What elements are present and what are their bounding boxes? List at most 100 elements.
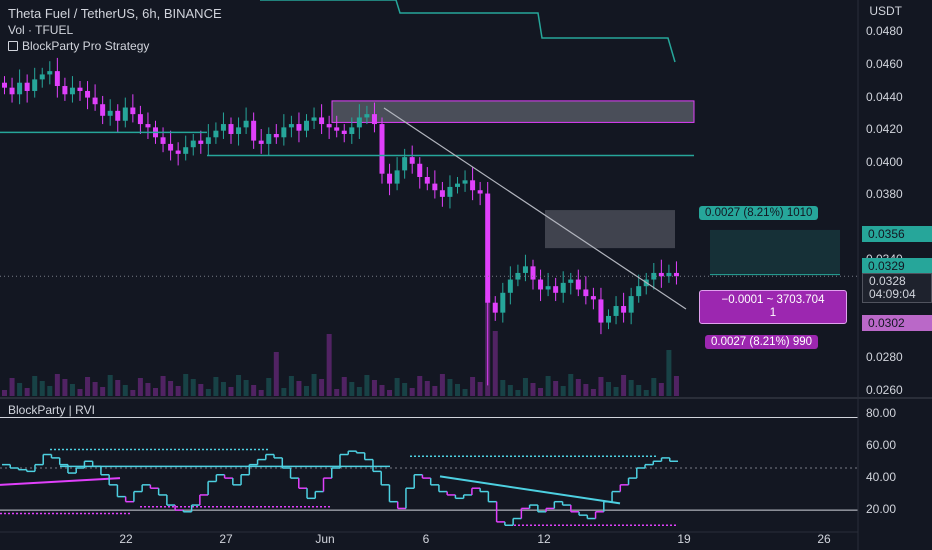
volume-bar [228,387,234,396]
candle-body [220,124,226,131]
date-tick-label: 26 [817,532,831,546]
volume-bar [606,382,611,396]
volume-bar [115,380,121,396]
volume-bar [32,376,38,396]
date-tick-label: 22 [119,532,133,546]
candle-body [100,104,106,116]
volume-bar [598,377,604,396]
candle-body [85,90,91,98]
price-tick-label: 0.0480 [866,24,903,38]
candle-body [658,272,664,277]
candle-body [341,130,347,134]
volume-bar [379,385,385,396]
candle-body [273,133,279,138]
candle-body [402,157,408,171]
date-tick-label: 19 [677,532,691,546]
candle-body [356,117,362,128]
volume-bar [296,381,302,396]
volume-bar [364,375,370,396]
volume-bar [243,380,249,396]
volume-bar [553,381,559,396]
candle-body [47,71,53,75]
volume-bar [311,374,317,396]
volume-bar [507,385,513,396]
volume-bar [168,381,174,396]
volume-bar [198,384,204,396]
candle-body [515,272,521,280]
volume-bar [341,377,347,396]
volume-bar [643,390,649,396]
candle-body [160,137,166,144]
volume-bar [439,374,445,396]
volume-bar [220,382,226,396]
volume-bar [266,378,272,396]
volume-bar [92,382,98,396]
volume-bar [69,384,75,396]
candle-body [371,114,377,125]
upper-zone [331,100,695,123]
short-target-label[interactable]: 0.0027 (8.21%) 990 [705,335,819,349]
candle-body [183,147,189,154]
volume-bar [9,378,15,396]
volume-bar [213,377,219,396]
candle-body [39,74,45,80]
strategy-icon [8,41,18,51]
candle-body [673,272,679,277]
take-profit-tag: 0.0356 [862,226,932,242]
volume-bar [621,375,627,396]
date-tick-label: 27 [219,532,233,546]
position-line-2: 1 [769,307,777,319]
rvi-trend-magenta [0,477,121,486]
candle-body [553,286,559,293]
volume-bar [349,382,355,396]
volume-bar [175,386,181,396]
strategy-lines [0,0,858,310]
candle-body [175,150,181,154]
volume-bar [258,390,264,396]
volume-bar [628,380,634,396]
volume-bar [137,378,143,396]
rvi-tick-label: 20.00 [866,502,897,516]
long-target-label[interactable]: 0.0027 (8.21%) 1010 [699,206,819,220]
long-position-zone [710,229,840,275]
volume-bar [251,385,257,396]
symbol-title[interactable]: Theta Fuel / TetherUS, 6h, BINANCE [8,6,222,21]
candle-body [130,107,136,115]
candle-body [137,114,143,125]
rvi-trend-cyan [439,475,621,505]
candle-body [613,306,619,316]
candle-body [432,183,438,191]
last-price-value: 0.0328 [869,274,906,288]
volume-bar [673,376,679,396]
date-tick-label: 6 [422,532,430,546]
candle-body [417,163,423,177]
indicator-legend[interactable]: BlockParty | RVI [8,403,95,417]
candle-body [198,140,204,144]
volume-bar [492,331,498,396]
volume-legend[interactable]: Vol · TFUEL [8,23,74,37]
candle-body [288,124,294,128]
volume-bar [356,387,362,396]
candle-body [394,170,400,184]
volume-bar [371,380,377,396]
volume-bar [545,376,551,396]
candle-body [266,133,272,144]
volume-bar [613,387,619,396]
candle-body [424,176,430,184]
volume-bar [522,378,528,396]
candle-body [379,124,385,174]
rvi-indicator [0,416,858,527]
strategy-legend[interactable]: BlockParty Pro Strategy [8,38,222,54]
volume-bar [85,377,91,396]
volume-bar [288,376,294,396]
position-label[interactable]: −0.0001 ~ 3703.704 1 [699,290,847,324]
volume-bar [281,388,287,396]
price-tick-label: 0.0440 [866,90,903,104]
volume-bar [145,383,151,396]
volume-bar [583,384,589,396]
rvi-tick-label: 80.00 [866,406,897,420]
volume-bar [651,378,657,396]
volume-bar [319,379,325,396]
